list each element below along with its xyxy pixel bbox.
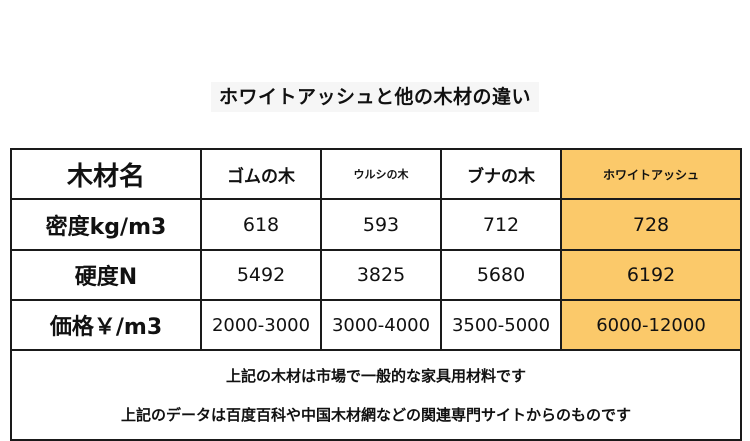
table-header-row: 木材名 ゴムの木 ウルシの木 ブナの木 ホワイトアッシュ xyxy=(10,148,742,200)
header-rubberwood: ゴムの木 xyxy=(200,148,322,200)
row-label-price: 価格￥/m3 xyxy=(10,299,202,351)
note-line: 上記のデータは百度百科や中国木材網などの関連専門サイトからのものです xyxy=(120,406,631,424)
row-label-density: 密度kg/m3 xyxy=(10,198,202,251)
header-lacquer-tree: ウルシの木 xyxy=(320,148,442,200)
table-cell: 3500-5000 xyxy=(440,299,562,351)
table-row: 硬度N 5492 3825 5680 6192 xyxy=(10,249,742,301)
table-cell-highlight: 6000-12000 xyxy=(560,299,742,351)
wood-comparison-table: 木材名 ゴムの木 ウルシの木 ブナの木 ホワイトアッシュ 密度kg/m3 618… xyxy=(10,148,742,441)
page-title: ホワイトアッシュと他の木材の違い xyxy=(0,82,750,112)
header-white-ash: ホワイトアッシュ xyxy=(560,148,742,200)
table-cell: 712 xyxy=(440,198,562,251)
table-cell-highlight: 6192 xyxy=(560,249,742,301)
table-cell: 2000-3000 xyxy=(200,299,322,351)
table-cell: 3825 xyxy=(320,249,442,301)
title-text: ホワイトアッシュと他の木材の違い xyxy=(210,82,539,112)
table-cell-highlight: 728 xyxy=(560,198,742,251)
table-row: 密度kg/m3 618 593 712 728 xyxy=(10,198,742,251)
table-cell: 618 xyxy=(200,198,322,251)
table-cell: 3000-4000 xyxy=(320,299,442,351)
notes-cell: 上記の木材は市場で一般的な家具用材料です 上記のデータは百度百科や中国木材網など… xyxy=(10,349,742,441)
table-cell: 593 xyxy=(320,198,442,251)
note-line: 上記の木材は市場で一般的な家具用材料です xyxy=(225,367,526,385)
header-wood-name: 木材名 xyxy=(10,148,202,200)
row-label-hardness: 硬度N xyxy=(10,249,202,301)
header-beech: ブナの木 xyxy=(440,148,562,200)
table-footer-row: 上記の木材は市場で一般的な家具用材料です 上記のデータは百度百科や中国木材網など… xyxy=(10,349,742,441)
table-row: 価格￥/m3 2000-3000 3000-4000 3500-5000 600… xyxy=(10,299,742,351)
table-cell: 5492 xyxy=(200,249,322,301)
table-cell: 5680 xyxy=(440,249,562,301)
